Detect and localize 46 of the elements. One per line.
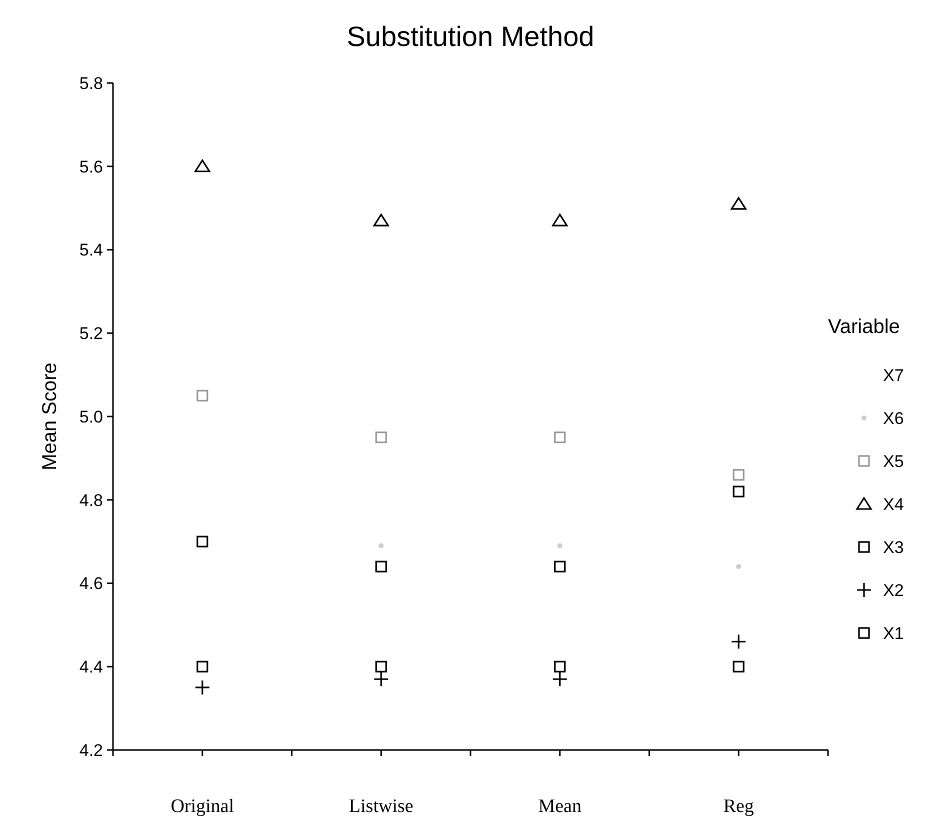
y-tick-label: 5.0 <box>79 407 103 426</box>
y-tick-label: 5.6 <box>79 157 103 176</box>
y-tick-label: 4.2 <box>79 740 103 760</box>
point <box>732 486 744 498</box>
legend-title: Variable <box>828 316 900 338</box>
point <box>373 214 389 226</box>
point <box>730 197 746 210</box>
point <box>554 660 566 672</box>
y-tick-label: 5.8 <box>79 74 103 93</box>
x-tick-label: Listwise <box>348 796 414 817</box>
point <box>552 214 568 226</box>
x-tick-label: Mean <box>538 796 582 817</box>
y-tick-label: 4.4 <box>79 658 103 677</box>
legend-label: X5 <box>883 452 904 471</box>
point <box>375 560 387 572</box>
chart-title: Substitution Method <box>346 21 594 52</box>
point <box>557 543 562 548</box>
point <box>730 634 746 650</box>
point <box>194 160 210 172</box>
text: X7 <box>883 366 904 385</box>
point <box>554 560 566 572</box>
point <box>194 680 210 696</box>
legend-label: X3 <box>883 538 904 557</box>
point <box>732 469 744 481</box>
y-tick-label: 4.6 <box>79 574 103 594</box>
y-axis-title: Mean Score <box>39 362 61 470</box>
point <box>552 671 568 687</box>
point <box>732 660 744 672</box>
legend-label: X1 <box>883 624 904 643</box>
point <box>375 432 387 444</box>
point <box>373 671 389 687</box>
legend-label: X6 <box>883 408 904 428</box>
point <box>375 660 387 672</box>
point <box>736 564 742 570</box>
point <box>378 543 384 548</box>
x-tick-label: Original <box>170 796 234 817</box>
point <box>196 390 208 402</box>
legend-label: X4 <box>883 494 904 514</box>
point <box>196 660 208 672</box>
point <box>554 432 566 444</box>
y-tick-label: 5.4 <box>79 240 103 260</box>
x-tick-label: Reg <box>723 796 754 817</box>
y-tick-label: 5.2 <box>79 324 103 344</box>
point <box>196 536 208 548</box>
legend-label: X2 <box>883 580 904 600</box>
y-tick-label: 4.8 <box>79 490 103 510</box>
